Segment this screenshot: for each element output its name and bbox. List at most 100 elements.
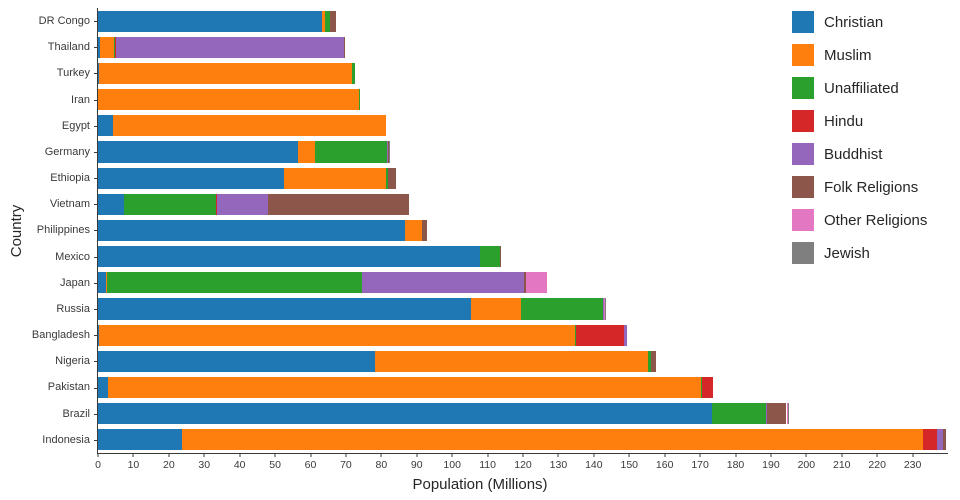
y-tick-mark — [94, 47, 98, 49]
x-tick-mark — [487, 453, 489, 457]
bar-segment-russia-christian — [98, 298, 471, 320]
y-tick-mark — [94, 439, 98, 441]
bar-segment-dr-congo-unaffiliated — [325, 10, 330, 32]
x-tick-label: 10 — [127, 459, 140, 471]
bar-segment-iran-muslim — [98, 89, 359, 111]
bar-segment-brazil-folk-religions — [767, 403, 787, 425]
bar-segment-mexico-christian — [98, 246, 480, 268]
bar-row-philippines: Philippines — [37, 217, 948, 243]
legend-swatch-christian — [792, 11, 814, 33]
legend-swatch-hindu — [792, 110, 814, 132]
bar-segment-germany-unaffiliated — [315, 141, 388, 163]
x-tick-label: 160 — [655, 459, 674, 471]
y-tick-label-russia: Russia — [56, 302, 90, 315]
bar-segment-pakistan-muslim — [107, 376, 701, 399]
bar-segment-japan-unaffiliated — [106, 272, 363, 294]
x-tick-mark — [416, 453, 418, 457]
bar-segment-vietnam-unaffiliated — [124, 193, 217, 215]
x-tick-label: 190 — [762, 459, 780, 471]
x-tick-label: 220 — [868, 459, 886, 471]
bar-segment-pakistan-unaffiliated — [700, 376, 702, 399]
y-tick-label-dr-congo: DR Congo — [38, 15, 90, 27]
bar-segment-vietnam-muslim — [123, 193, 125, 215]
bar-row-russia: Russia — [56, 296, 948, 322]
bar-segment-brazil-christian — [98, 403, 712, 425]
bar-segment-indonesia-buddhist — [937, 429, 944, 451]
legend-item-muslim: Muslim — [792, 44, 927, 66]
bar-row-japan: Japan — [60, 270, 948, 296]
x-tick-label: 50 — [269, 459, 281, 471]
legend-label-other-religions: Other Religions — [824, 211, 928, 229]
legend-swatch-other-religions — [792, 209, 814, 231]
bar-row-vietnam: Vietnam — [50, 191, 948, 217]
x-tick-mark — [770, 453, 772, 457]
y-tick-mark — [94, 413, 98, 415]
y-tick-label-brazil: Brazil — [62, 407, 90, 420]
bar-segment-bangladesh-muslim — [99, 324, 576, 346]
x-tick-mark — [451, 453, 453, 457]
bar-row-dr-congo: DR Congo — [39, 8, 948, 34]
x-tick-mark — [699, 453, 701, 457]
legend-item-buddhist: Buddhist — [792, 143, 927, 165]
bar-segment-brazil-other-religions — [786, 403, 788, 425]
bar-segment-indonesia-christian — [98, 429, 182, 451]
bar-segment-russia-jewish — [604, 298, 606, 320]
bar-segment-turkey-christian — [98, 62, 100, 85]
y-tick-label-japan: Japan — [60, 276, 90, 289]
legend-swatch-buddhist — [792, 143, 814, 165]
y-tick-label-vietnam: Vietnam — [49, 198, 90, 211]
y-tick-mark — [94, 282, 98, 284]
x-tick-mark — [97, 453, 99, 457]
x-tick-label: 150 — [620, 459, 639, 471]
bar-segment-indonesia-unaffiliated — [922, 429, 924, 451]
x-tick-mark — [310, 453, 311, 457]
x-tick-label: 200 — [797, 459, 816, 471]
bar-segment-nigeria-unaffiliated — [648, 350, 652, 372]
legend-label-jewish: Jewish — [824, 244, 870, 262]
bar-segment-ethiopia-folk-religions — [387, 167, 396, 189]
y-tick-label-indonesia: Indonesia — [42, 433, 90, 446]
x-tick-mark — [168, 453, 170, 457]
x-tick-label: 80 — [375, 459, 388, 471]
bar-segment-mexico-unaffiliated — [480, 246, 501, 268]
bar-segment-turkey-muslim — [99, 62, 352, 85]
x-tick-label: 0 — [95, 459, 101, 471]
y-tick-mark — [94, 361, 98, 363]
x-tick-mark — [203, 453, 205, 457]
bar-segment-bangladesh-hindu — [576, 324, 625, 346]
bar-segment-japan-buddhist — [362, 272, 525, 294]
legend-label-unaffiliated: Unaffiliated — [824, 79, 899, 97]
bar-segment-vietnam-christian — [98, 193, 124, 215]
legend-label-folk-religions: Folk Religions — [824, 178, 919, 196]
y-tick-label-bangladesh: Bangladesh — [31, 329, 90, 342]
y-tick-label-ethiopia: Ethiopia — [50, 172, 90, 185]
bar-segment-ethiopia-christian — [98, 167, 285, 189]
y-tick-mark — [94, 178, 98, 180]
bar-row-mexico: Mexico — [55, 244, 948, 270]
bar-segment-germany-christian — [98, 141, 299, 163]
y-tick-mark — [94, 99, 98, 101]
legend-label-muslim: Muslim — [824, 46, 872, 64]
legend: Christian Muslim Unaffiliated Hindu Buddhist… — [792, 11, 927, 264]
x-tick-mark — [841, 453, 843, 457]
legend-item-other-religions: Other Religions — [792, 209, 927, 231]
bar-segment-indonesia-hindu — [923, 429, 938, 451]
bar-segment-thailand-buddhist — [115, 36, 344, 58]
bar-segment-thailand-muslim — [100, 36, 115, 58]
bar-segment-ethiopia-unaffiliated — [385, 167, 388, 189]
bar-segment-egypt-muslim — [113, 115, 386, 137]
bar-segment-japan-folk-religions — [524, 272, 526, 294]
y-tick-mark — [94, 21, 98, 23]
x-tick-mark — [522, 453, 524, 457]
x-tick-mark — [593, 453, 595, 457]
x-tick-mark — [805, 453, 807, 457]
x-tick-mark — [345, 453, 347, 457]
bar-row-ethiopia: Ethiopia — [50, 165, 948, 191]
bar-segment-dr-congo-christian — [98, 10, 322, 32]
y-tick-mark — [94, 309, 98, 311]
x-tick-mark — [132, 453, 134, 457]
x-tick-label: 40 — [233, 459, 246, 471]
bar-segment-germany-jewish — [389, 141, 390, 163]
bar-segment-bangladesh-buddhist — [624, 324, 628, 346]
